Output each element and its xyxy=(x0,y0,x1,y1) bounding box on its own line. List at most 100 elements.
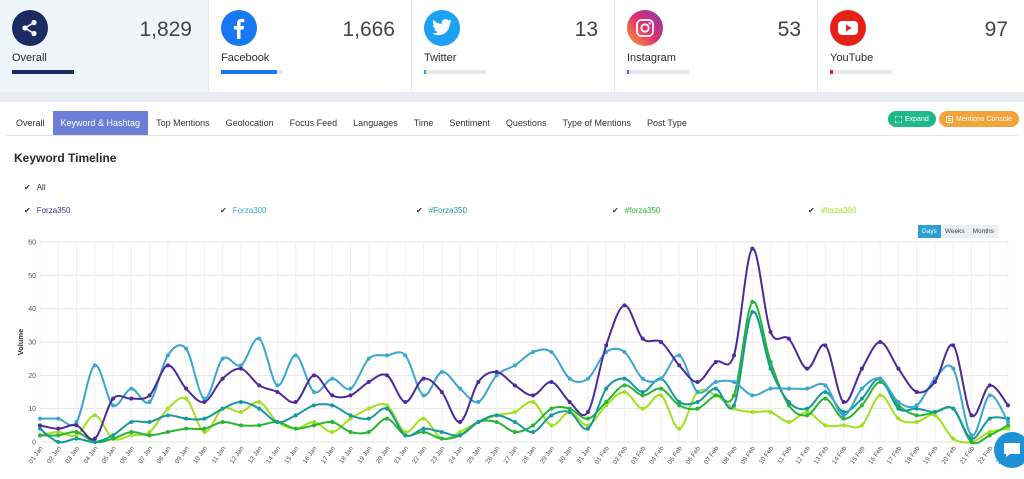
x-tick-label: 15 Jan xyxy=(283,445,300,465)
legend-item-hash-forza350-lower[interactable]: ✔ #forza350 xyxy=(612,206,660,215)
data-point xyxy=(92,436,97,441)
data-point xyxy=(330,403,335,408)
x-tick-label: 20 Jan xyxy=(375,445,392,465)
data-point xyxy=(969,413,974,418)
x-tick-label: 25 Jan xyxy=(466,445,483,465)
data-point xyxy=(658,386,663,391)
stat-card-facebook[interactable]: 1,666 Facebook xyxy=(209,0,412,92)
legend-all-toggle[interactable]: ✔ All xyxy=(24,183,46,192)
data-point xyxy=(695,406,700,411)
tab-post-type[interactable]: Post Type xyxy=(647,118,687,128)
data-point xyxy=(421,393,426,398)
data-point xyxy=(987,433,992,438)
legend-label: #forza300 xyxy=(820,206,857,215)
tab-bar: Overall Keyword & Hashtag Top Mentions G… xyxy=(8,111,695,135)
tab-focus-feed[interactable]: Focus Feed xyxy=(289,118,338,128)
data-point xyxy=(311,390,316,394)
data-point xyxy=(951,436,956,441)
tab-top-mentions[interactable]: Top Mentions xyxy=(156,118,210,128)
data-point xyxy=(275,390,280,394)
mentions-console-button[interactable]: Mentions Console xyxy=(939,111,1020,127)
data-point xyxy=(604,386,609,391)
data-point xyxy=(695,380,700,384)
x-tick-label: 21 Feb xyxy=(959,445,977,466)
tab-type-of-mentions[interactable]: Type of Mentions xyxy=(562,118,631,128)
data-point xyxy=(202,416,207,421)
legend-item-forza300[interactable]: ✔ Forza300 xyxy=(220,206,267,215)
data-point xyxy=(92,413,97,418)
stat-card-instagram[interactable]: 53 Instagram xyxy=(615,0,818,92)
x-tick-label: 02 Feb xyxy=(612,445,630,466)
range-days-button[interactable]: Days xyxy=(918,225,941,238)
legend-item-hash-forza350[interactable]: ✔ #Forza350 xyxy=(416,206,467,215)
x-tick-label: 12 Feb xyxy=(794,445,812,466)
stat-progress xyxy=(424,70,486,74)
tab-sentiment[interactable]: Sentiment xyxy=(449,118,490,128)
stat-card-youtube[interactable]: 97 YouTube xyxy=(818,0,1024,92)
data-point xyxy=(823,390,828,394)
instagram-icon xyxy=(627,10,663,46)
data-point xyxy=(220,376,225,381)
data-point xyxy=(421,430,426,434)
data-point xyxy=(732,393,737,398)
tab-keyword-hashtag[interactable]: Keyword & Hashtag xyxy=(52,111,149,135)
range-weeks-button[interactable]: Weeks xyxy=(940,225,969,238)
data-point xyxy=(147,393,152,398)
data-point xyxy=(165,430,170,434)
data-point xyxy=(750,393,755,398)
expand-button[interactable]: Expand xyxy=(888,111,936,127)
data-point xyxy=(385,373,390,378)
data-point xyxy=(293,426,298,431)
stat-count: 1,829 xyxy=(139,18,192,41)
data-point xyxy=(512,383,517,388)
legend-item-hash-forza300[interactable]: ✔ #forza300 xyxy=(808,206,856,215)
legend-item-forza350[interactable]: ✔ Forza350 xyxy=(24,206,71,215)
data-point xyxy=(823,383,828,388)
data-point xyxy=(823,343,828,348)
youtube-icon xyxy=(830,10,866,46)
data-point xyxy=(348,393,353,398)
data-point xyxy=(640,390,645,394)
data-point xyxy=(896,406,901,411)
data-point xyxy=(932,413,937,418)
data-point xyxy=(713,386,718,391)
data-point xyxy=(859,396,864,401)
data-point xyxy=(439,436,444,441)
stat-card-overall[interactable]: 1,829 Overall xyxy=(0,0,209,92)
tab-overall[interactable]: Overall xyxy=(16,118,45,128)
data-point xyxy=(458,430,463,434)
data-point xyxy=(458,433,463,438)
range-months-button[interactable]: Months xyxy=(968,225,998,238)
data-point xyxy=(111,436,116,441)
x-tick-label: 30 Jan xyxy=(557,445,574,465)
tab-time[interactable]: Time xyxy=(413,118,434,128)
range-selector: Days Weeks Months xyxy=(918,225,998,238)
chat-widget-button[interactable] xyxy=(994,432,1024,468)
x-tick-label: 29 Jan xyxy=(539,445,556,465)
expand-icon xyxy=(895,115,902,123)
x-tick-label: 13 Jan xyxy=(247,445,264,465)
tab-geolocation[interactable]: Geolocation xyxy=(225,118,274,128)
tab-divider xyxy=(6,135,1018,136)
tab-languages[interactable]: Languages xyxy=(353,118,398,128)
data-point xyxy=(165,413,170,418)
data-point xyxy=(403,400,408,404)
data-point xyxy=(421,416,426,421)
data-point xyxy=(658,393,663,398)
data-point xyxy=(658,340,663,344)
data-point xyxy=(439,370,444,374)
stat-card-twitter[interactable]: 13 Twitter xyxy=(412,0,615,92)
tab-questions[interactable]: Questions xyxy=(505,118,547,128)
data-point xyxy=(786,400,791,404)
stat-label: Overall xyxy=(12,52,47,64)
data-point xyxy=(129,430,134,434)
data-point xyxy=(713,360,718,364)
data-point xyxy=(238,366,243,371)
stat-progress xyxy=(830,70,892,74)
data-point xyxy=(311,423,316,428)
data-point xyxy=(348,413,353,418)
x-tick-label: 01 Jan xyxy=(28,445,45,465)
data-point xyxy=(476,420,481,424)
data-point xyxy=(823,423,828,428)
x-tick-label: 10 Jan xyxy=(192,445,209,465)
